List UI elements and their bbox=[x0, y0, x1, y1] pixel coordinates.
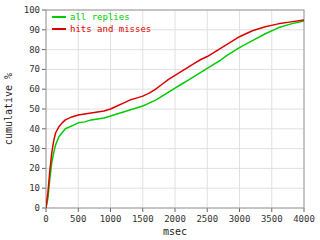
tick-label: 0 bbox=[43, 214, 48, 224]
grid-line bbox=[46, 109, 304, 110]
legend-entry: all replies bbox=[70, 12, 130, 22]
tick-label: 1500 bbox=[132, 214, 154, 224]
lines bbox=[46, 20, 304, 208]
tick-mark bbox=[42, 29, 46, 30]
tick-label: 80 bbox=[29, 45, 40, 55]
tick-label: 50 bbox=[29, 104, 40, 114]
tick-mark bbox=[239, 208, 240, 212]
legend-swatch bbox=[52, 16, 66, 18]
tick-label: 60 bbox=[29, 84, 40, 94]
line bbox=[46, 21, 304, 208]
tick-label: 1000 bbox=[100, 214, 122, 224]
tick-mark bbox=[304, 208, 305, 212]
tick-label: 2000 bbox=[164, 214, 186, 224]
grid-line bbox=[46, 168, 304, 169]
tick-mark bbox=[207, 208, 208, 212]
tick-label: 3000 bbox=[229, 214, 251, 224]
tick-mark bbox=[42, 188, 46, 189]
tick-mark bbox=[271, 208, 272, 212]
tick-mark bbox=[42, 89, 46, 90]
tick-label: 0 bbox=[35, 203, 40, 213]
tick-mark bbox=[42, 168, 46, 169]
tick-mark bbox=[42, 208, 46, 209]
tick-label: 70 bbox=[29, 64, 40, 74]
tick-mark bbox=[78, 208, 79, 212]
tick-label: 30 bbox=[29, 144, 40, 154]
grid-line bbox=[46, 128, 304, 129]
tick-mark bbox=[46, 208, 47, 212]
plot-frame bbox=[46, 10, 304, 208]
tick-mark bbox=[42, 128, 46, 129]
tick-mark bbox=[110, 208, 111, 212]
x-axis-label: msec bbox=[163, 226, 187, 237]
grid-line bbox=[46, 69, 304, 70]
tick-label: 2500 bbox=[196, 214, 218, 224]
legend-entry: hits and misses bbox=[70, 24, 151, 34]
tick-mark bbox=[42, 10, 46, 11]
tick-label: 4000 bbox=[293, 214, 315, 224]
y-axis-label: cumulative % bbox=[3, 73, 14, 145]
tick-mark bbox=[42, 69, 46, 70]
tick-label: 10 bbox=[29, 183, 40, 193]
legend-swatch bbox=[52, 28, 66, 30]
grid bbox=[46, 10, 304, 208]
grid-line bbox=[46, 148, 304, 149]
line bbox=[46, 20, 304, 208]
tick-mark bbox=[42, 109, 46, 110]
tick-mark bbox=[42, 148, 46, 149]
tick-label: 90 bbox=[29, 25, 40, 35]
tick-label: 100 bbox=[24, 5, 40, 15]
tick-label: 3500 bbox=[261, 214, 283, 224]
tick-label: 500 bbox=[70, 214, 86, 224]
tick-label: 40 bbox=[29, 124, 40, 134]
grid-line bbox=[46, 188, 304, 189]
chart: 0 500 1000 1500 2000 2500 3000 3500 4000 0 10 20 30 4… bbox=[0, 0, 320, 240]
tick-mark bbox=[42, 49, 46, 50]
legend: all replies hits and misses bbox=[52, 12, 151, 34]
axes: 0 500 1000 1500 2000 2500 3000 3500 4000 0 10 20 30 4… bbox=[24, 5, 315, 224]
grid-line bbox=[46, 49, 304, 50]
tick-mark bbox=[175, 208, 176, 212]
tick-mark bbox=[142, 208, 143, 212]
tick-label: 20 bbox=[29, 163, 40, 173]
